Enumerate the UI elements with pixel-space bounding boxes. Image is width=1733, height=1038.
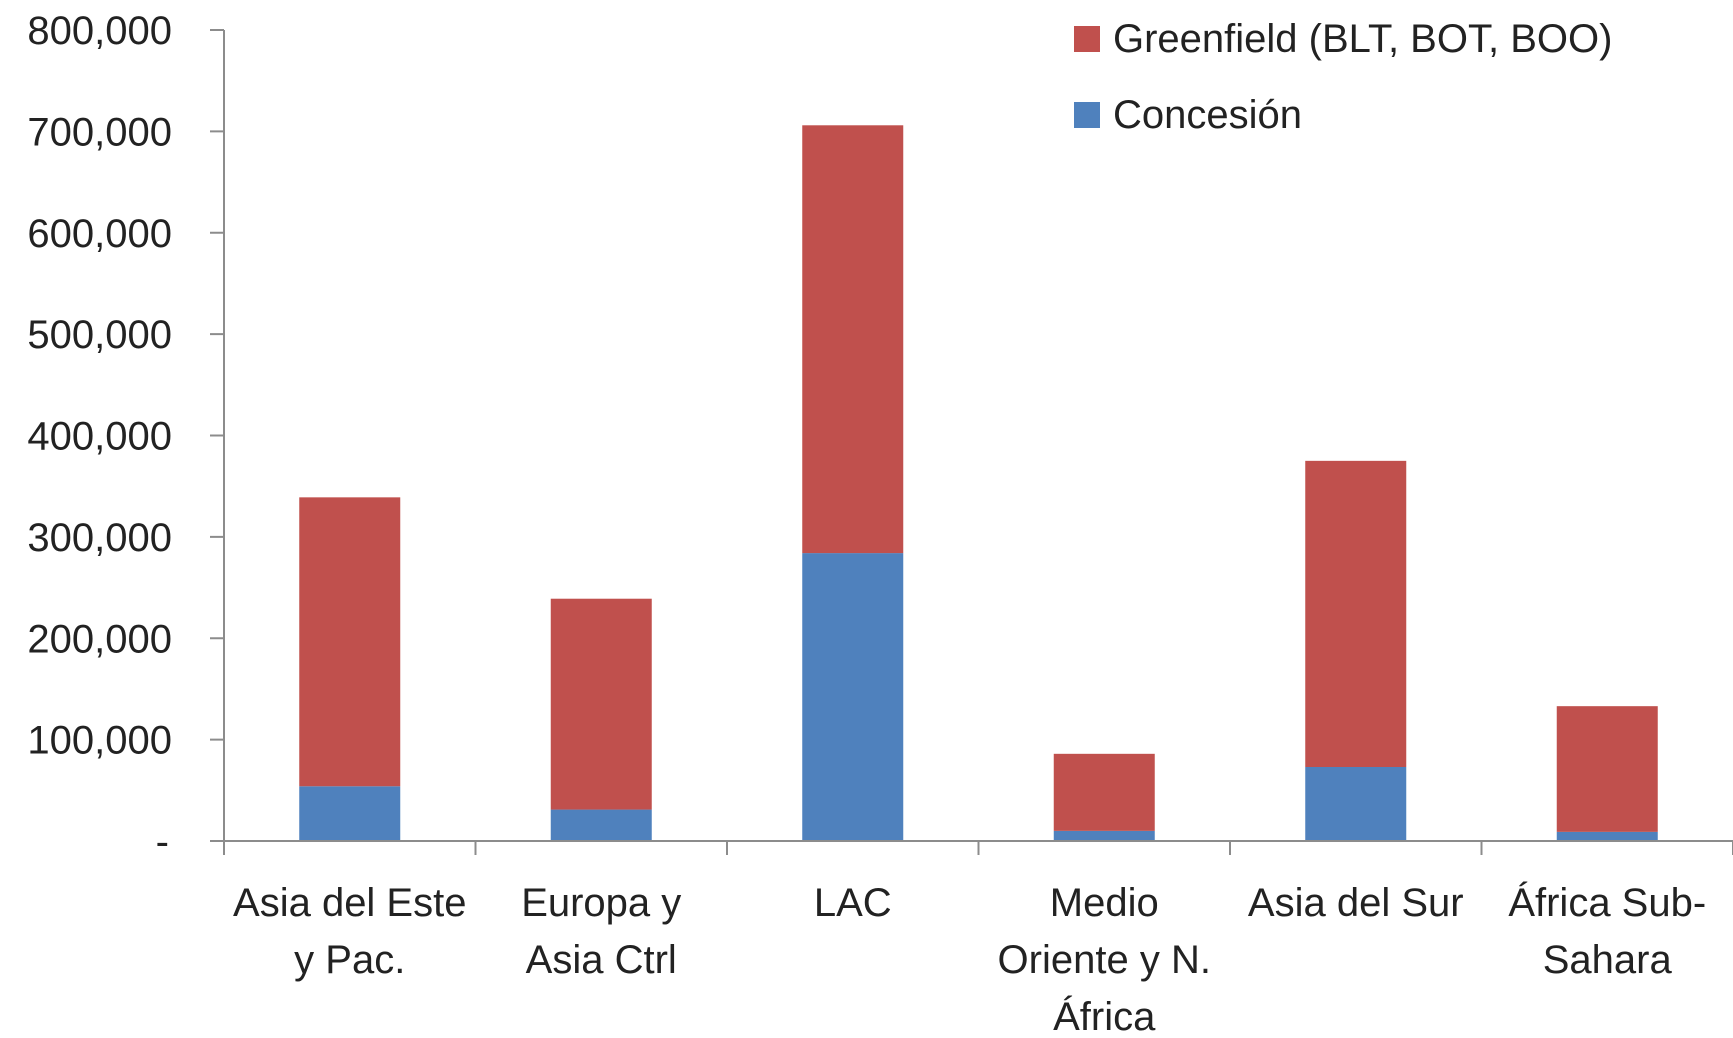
x-category-label-line: y Pac. xyxy=(294,938,405,982)
bars xyxy=(299,125,1658,841)
x-category-label: Europa y Asia Ctrl xyxy=(521,881,681,982)
bar-segment-concesion xyxy=(299,786,401,841)
bar-segment-concesion xyxy=(550,809,652,841)
bar-segment-concesion xyxy=(1305,766,1407,841)
legend-label: Concesión xyxy=(1113,93,1302,137)
bar-segment-concesion xyxy=(802,553,904,841)
bar-segment-concesion xyxy=(1556,831,1658,841)
x-category-label-line: África xyxy=(1053,994,1156,1038)
x-category-label-line: Asia del Este xyxy=(233,881,466,925)
bar-segment-greenfield xyxy=(1556,706,1658,832)
bar-segment-greenfield xyxy=(802,125,904,554)
bar-segment-greenfield xyxy=(1053,753,1155,831)
bar-segment-greenfield xyxy=(1305,460,1407,767)
x-category-label: Asia del Sur xyxy=(1248,881,1464,925)
x-category-label: LAC xyxy=(814,881,892,925)
axes xyxy=(210,30,1733,842)
x-category-label-line: Oriente y N. xyxy=(998,938,1211,982)
y-tick-label: 700,000 xyxy=(27,110,172,154)
y-tick-label: 800,000 xyxy=(27,9,172,53)
x-category-label-line: Sahara xyxy=(1543,938,1673,982)
y-axis-ticks: - 100,000 200,000 300,000 400,000 500,000 600,… xyxy=(27,9,224,864)
y-tick-label: - xyxy=(156,820,169,864)
legend-label: Greenfield (BLT, BOT, BOO) xyxy=(1113,17,1612,61)
x-category-label-line: Asia del Sur xyxy=(1248,881,1464,925)
y-tick-label: 500,000 xyxy=(27,313,172,357)
bar-segment-greenfield xyxy=(299,497,401,787)
legend: Greenfield (BLT, BOT, BOO) Concesión xyxy=(1074,17,1612,137)
y-tick-label: 400,000 xyxy=(27,415,172,459)
y-tick-label: 200,000 xyxy=(27,617,172,661)
x-category-label-line: Medio xyxy=(1050,881,1159,925)
x-category-label-line: LAC xyxy=(814,881,892,925)
x-category-label-line: Europa y xyxy=(521,881,681,925)
y-tick-label: 600,000 xyxy=(27,212,172,256)
bar-segment-greenfield xyxy=(550,598,652,810)
x-axis-labels: Asia del Este y Pac. Europa y Asia Ctrl LAC M… xyxy=(233,880,1706,1038)
x-category-label-line: Asia Ctrl xyxy=(526,938,677,982)
x-category-label: África Sub- Sahara xyxy=(1508,880,1706,982)
y-tick-label: 300,000 xyxy=(27,516,172,560)
legend-swatch xyxy=(1074,102,1100,128)
y-tick-label: 100,000 xyxy=(27,719,172,763)
bar-segment-concesion xyxy=(1053,830,1155,841)
x-category-label: Asia del Este y Pac. xyxy=(233,881,466,982)
x-category-label: Medio Oriente y N. África xyxy=(998,881,1211,1038)
x-axis-ticks xyxy=(223,841,1733,855)
legend-swatch xyxy=(1074,26,1100,52)
x-category-label-line: África Sub- xyxy=(1508,880,1706,925)
